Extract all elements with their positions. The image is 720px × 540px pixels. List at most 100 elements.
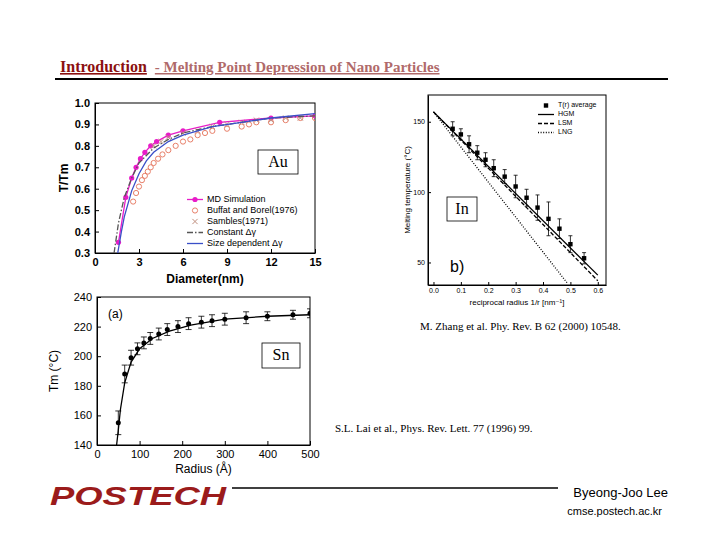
error-bar <box>186 318 192 330</box>
data-point <box>160 152 165 157</box>
x-axis-tick: 9 <box>224 249 230 268</box>
series-line <box>114 116 315 253</box>
data-point <box>244 315 249 320</box>
tick-mark <box>95 124 99 125</box>
series-group <box>117 315 310 445</box>
data-point <box>129 355 134 360</box>
panel-label: Sn <box>273 346 290 363</box>
tick-label: 500 <box>301 448 319 460</box>
data-point <box>131 199 136 204</box>
tick-label: 0.4 <box>539 287 549 294</box>
legend-item: LSM <box>538 119 573 126</box>
panel-annotation: (a) <box>108 307 123 321</box>
error-bar <box>141 337 147 349</box>
legend-glyph <box>544 103 548 107</box>
tick-label: 0.7 <box>75 161 90 173</box>
series-group <box>118 114 315 253</box>
footer-site: cmse.postech.ac.kr <box>567 505 662 517</box>
legend-item: HGM <box>538 110 575 117</box>
legend-label: Sambles(1971) <box>207 216 268 226</box>
data-point <box>165 327 170 332</box>
tick-mark <box>95 210 99 211</box>
legend-label: HGM <box>558 110 575 117</box>
tick-label: 50 <box>417 259 425 266</box>
slide-subtitle: - Melting Point Depression of Nano Parti… <box>155 59 440 75</box>
series-group <box>151 115 303 148</box>
panel-label-box <box>258 150 298 174</box>
panel-label-box <box>447 197 477 221</box>
legend-item: LNG <box>538 128 572 135</box>
tick-label: 180 <box>74 380 92 392</box>
legend-item: Size dependent Δγ <box>187 238 283 248</box>
reference: S.L. Lai et al., Phys. Rev. Lett. 77 (19… <box>335 422 533 435</box>
tick-mark <box>271 249 272 253</box>
plot-frame <box>95 103 315 253</box>
data-point <box>186 321 191 326</box>
x-axis-title: Diameter(nm) <box>166 272 243 286</box>
data-point <box>122 371 127 376</box>
tick-mark <box>139 249 140 253</box>
y-axis-tick: 50 <box>417 259 431 266</box>
data-point <box>135 346 140 351</box>
tick-label: 300 <box>216 448 234 460</box>
tick-mark <box>182 441 183 445</box>
legend-glyph <box>538 123 554 124</box>
error-bar <box>290 310 296 319</box>
data-point <box>156 332 161 337</box>
x-axis-title: Radius (Å) <box>175 461 232 476</box>
tick-label: 0.3 <box>511 287 521 294</box>
x-axis-tick: 12 <box>265 249 277 268</box>
error-bar <box>222 313 228 325</box>
footer-rule <box>232 487 558 489</box>
tick-label: 0.3 <box>75 247 90 259</box>
error-bar <box>147 333 153 345</box>
tick-mark <box>267 441 268 445</box>
data-point <box>290 312 295 317</box>
tick-mark <box>183 249 184 253</box>
error-bar <box>467 136 471 153</box>
legend-label: T(r) average <box>558 101 597 109</box>
tick-label: 220 <box>74 321 92 333</box>
legend-label: MD Simulation <box>207 194 266 204</box>
x-axis-tick: 0.5 <box>566 282 576 294</box>
tick-mark <box>225 441 226 445</box>
tick-label: 0 <box>94 448 100 460</box>
error-bar <box>128 350 134 365</box>
tick-label: 140 <box>74 439 92 451</box>
slide-canvas: Introduction- Melting Point Depression o… <box>0 0 720 540</box>
tick-mark <box>97 356 101 357</box>
tick-mark <box>95 167 99 168</box>
x-axis-tick: 0.4 <box>539 282 549 294</box>
tick-label: 9 <box>224 256 230 268</box>
panel-label: Au <box>268 153 288 170</box>
data-point <box>155 156 160 161</box>
data-point <box>148 336 153 341</box>
x-axis-tick: 0.2 <box>484 282 494 294</box>
data-point <box>188 137 193 142</box>
error-bar <box>307 309 310 318</box>
tick-label: 0.2 <box>484 287 494 294</box>
tick-mark <box>95 189 99 190</box>
y-axis-title: Melting temperature (°C) <box>403 146 412 234</box>
legend-glyph <box>187 232 203 233</box>
error-bar <box>209 315 215 327</box>
tick-label: 0.5 <box>566 287 576 294</box>
x-axis-tick: 400 <box>259 441 277 460</box>
tick-label: 0.1 <box>456 287 466 294</box>
tick-label: 0.8 <box>75 140 90 152</box>
x-axis-tick: 0.0 <box>429 282 439 294</box>
legend-label: LSM <box>558 119 573 126</box>
legend-item: Buffat and Borel(1976) <box>192 205 297 215</box>
tick-label: 0.4 <box>75 226 91 238</box>
series-group <box>433 112 597 275</box>
data-point <box>166 148 171 153</box>
tick-label: 240 <box>74 291 92 303</box>
tick-label: 200 <box>174 448 192 460</box>
data-point <box>133 190 138 195</box>
series-line <box>118 116 315 242</box>
tick-label: 1.0 <box>75 97 90 109</box>
legend-glyph <box>192 208 197 213</box>
data-point <box>141 340 146 345</box>
data-point <box>308 311 311 316</box>
plot-marks <box>433 112 597 284</box>
